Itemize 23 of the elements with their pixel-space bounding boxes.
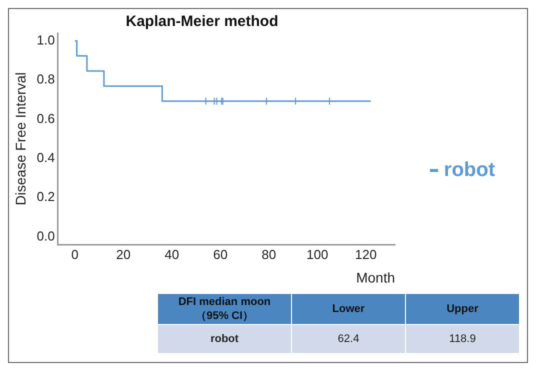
text: robot bbox=[158, 324, 292, 354]
x-tick-label: 60 bbox=[213, 246, 228, 262]
y-tick-label: 0.6 bbox=[36, 110, 55, 126]
x-tick-label: 40 bbox=[164, 246, 180, 262]
text: Lower bbox=[292, 294, 406, 324]
x-tick-label: 0 bbox=[71, 246, 78, 262]
text: DFI median moon （95% CI） bbox=[158, 294, 292, 324]
text: 62.4 bbox=[292, 324, 406, 354]
text: Upper bbox=[406, 294, 520, 324]
y-tick-label: 0.2 bbox=[36, 189, 55, 204]
text: 118.9 bbox=[406, 324, 520, 354]
y-tick-label: 0.4 bbox=[36, 150, 55, 165]
y-axis-title: Disease Free Interval bbox=[12, 72, 28, 206]
x-tick-label: 100 bbox=[306, 246, 328, 262]
chart-title: Kaplan-Meier method bbox=[126, 13, 278, 30]
y-tick-label: 1.0 bbox=[36, 32, 55, 48]
x-tick-label: 80 bbox=[262, 246, 276, 262]
legend-label: robot bbox=[444, 159, 495, 182]
x-axis-title: Month bbox=[356, 269, 395, 286]
y-tick-label: 0.8 bbox=[36, 72, 55, 87]
y-tick-label: 0.0 bbox=[36, 228, 55, 244]
x-tick-label: 120 bbox=[355, 246, 377, 262]
x-tick-label: 20 bbox=[116, 246, 131, 262]
